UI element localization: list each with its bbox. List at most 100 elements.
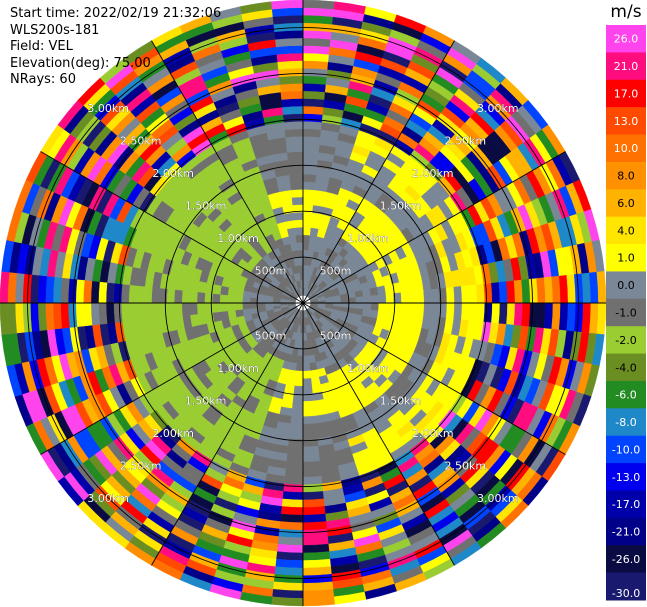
velocity-cell [271,0,304,10]
velocity-cell [113,302,123,324]
velocity-cell [283,476,304,486]
velocity-cell [309,369,319,379]
range-ring-label: 2.00km [152,167,194,180]
range-ring-label: 1.00km [217,362,259,375]
velocity-cell [30,302,40,332]
range-ring-label: 1.50km [380,200,422,213]
azimuth-spoke [151,40,304,304]
velocity-cell [288,166,304,176]
velocity-cell [275,551,304,561]
velocity-cell [52,276,63,304]
velocity-cell [302,370,312,379]
colorbar-ticks: 26.0 21.0 17.0 13.0 10.0 8.0 6.0 4.0 1.0 0.0 -1.0 -… [612,33,640,600]
velocity-cell [272,581,304,592]
velocity-cell [370,302,379,312]
range-ring-label: 1.00km [217,232,259,245]
range-ring-label: 500m [255,329,287,342]
velocity-cell [558,302,569,331]
velocity-cell [302,196,315,206]
velocity-cell [423,289,432,304]
velocity-cell [453,302,463,320]
velocity-cell [151,302,161,320]
velocity-cell [302,30,332,40]
velocity-cell [196,302,206,315]
velocity-cell [302,558,331,569]
velocity-cell [302,445,320,455]
velocity-cell [302,460,321,470]
velocity-cell [286,151,304,161]
velocity-cell [166,288,176,304]
range-ring-label: 2.50km [445,135,487,148]
velocity-cell [362,288,372,297]
velocity-cell [460,285,470,304]
velocity-cell [302,551,331,561]
velocity-cell [566,274,576,304]
velocity-cell [302,453,320,463]
velocity-cell [513,302,523,327]
velocity-cell [105,282,115,304]
colorbar-tick-label: 4.0 [617,224,635,237]
velocity-cell [302,355,310,364]
velocity-cell [299,272,304,281]
velocity-cell [302,415,316,425]
velocity-cell [302,332,308,342]
velocity-cell [281,498,304,508]
velocity-cell [128,302,138,322]
velocity-cell [284,128,304,138]
colorbar-swatches [606,25,646,601]
colorbar-swatch [606,244,646,272]
velocity-cell [445,302,455,320]
velocity-cell [302,37,331,48]
velocity-cell [282,491,304,501]
velocity-cell [302,14,334,25]
colorbar-swatch [606,353,646,382]
velocity-cell [284,468,304,478]
velocity-cell [275,37,304,48]
range-ring-label: 500m [255,265,287,278]
velocity-cell [408,290,417,304]
velocity-cell [581,272,592,304]
velocity-cell [295,363,304,372]
velocity-cell [302,408,316,417]
velocity-cell [271,589,304,599]
colorbar-swatch [606,380,646,409]
velocity-cell [281,98,304,108]
velocity-cell [521,302,531,327]
velocity-cell [363,302,372,311]
colorbar-tick-label: -13.0 [612,471,640,484]
velocity-cell [286,453,304,463]
velocity-cell [363,295,372,304]
velocity-cell [285,219,296,230]
velocity-cell [227,302,236,312]
velocity-cell [14,302,25,334]
velocity-cell [289,174,304,183]
velocity-cell [551,302,561,331]
colorbar-swatch [606,435,646,464]
range-ring-label: 500m [320,329,352,342]
velocity-cell [277,60,304,70]
velocity-cell [298,264,304,274]
velocity-cell [498,302,508,325]
velocity-cell [120,283,130,304]
velocity-cell [249,302,259,309]
velocity-cell [370,294,379,304]
colorbar-tick-label: -17.0 [612,498,640,511]
velocity-cell [7,271,17,304]
velocity-cell [288,430,304,440]
velocity-cell [296,242,304,251]
range-ring-label: 1.50km [380,394,422,407]
velocity-cell [302,181,316,191]
velocity-cell [369,287,379,297]
velocity-cell [302,45,331,55]
colorbar-tick-label: -30.0 [612,587,640,600]
velocity-cell [264,302,274,308]
velocity-cell [37,302,48,331]
velocity-cell [37,275,48,304]
velocity-cell [378,294,387,304]
velocity-cell [275,558,304,569]
velocity-cell [302,536,329,546]
velocity-cell [302,120,323,130]
velocity-cell [408,302,417,316]
velocity-cell [302,151,320,161]
velocity-cell [581,302,592,334]
